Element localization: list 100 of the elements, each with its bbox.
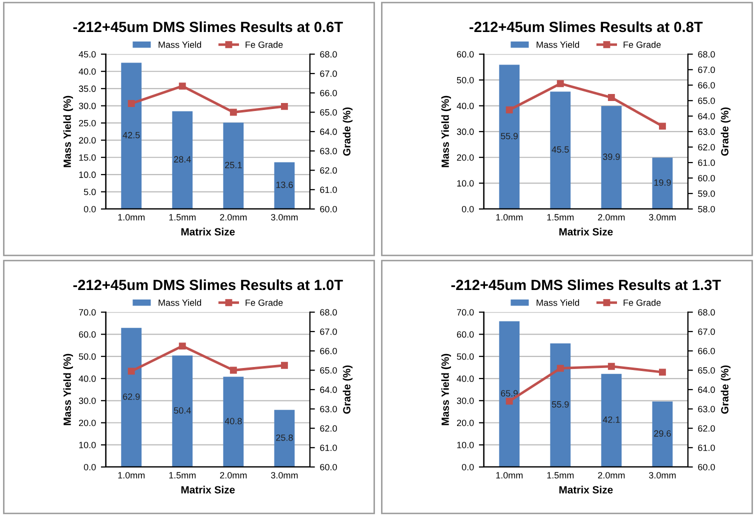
y-tick-label: 60.0 bbox=[79, 331, 96, 338]
point bbox=[128, 100, 135, 107]
point bbox=[280, 362, 288, 369]
point bbox=[658, 368, 666, 376]
bar bbox=[121, 62, 142, 209]
legend-label: Fe Grade bbox=[246, 299, 283, 306]
bar bbox=[121, 328, 142, 467]
y2-tick-label: 68.0 bbox=[320, 309, 337, 316]
y2-axis-title: Grade (%) bbox=[342, 365, 353, 414]
data-label: 28.4 bbox=[174, 156, 191, 163]
y-tick-label: 40.0 bbox=[456, 375, 474, 382]
chart-title: -212+45um Slimes Results at 0.8T bbox=[470, 21, 703, 32]
legend-label: Mass Yield bbox=[536, 41, 580, 48]
point bbox=[128, 368, 135, 375]
y-tick-label: 20.0 bbox=[79, 420, 96, 426]
x-tick-label: 1.5mm bbox=[169, 472, 196, 478]
data-label: 42.1 bbox=[602, 416, 620, 423]
x-tick-label: 2.0mm bbox=[598, 214, 625, 220]
x-tick-label: 1.0mm bbox=[118, 214, 145, 220]
y2-tick-label: 63.0 bbox=[320, 148, 337, 154]
y-tick-label: 70.0 bbox=[79, 309, 96, 316]
y-tick-label: 50.0 bbox=[456, 353, 474, 360]
y2-tick-label: 62.0 bbox=[320, 167, 337, 174]
legend-label: Mass Yield bbox=[536, 299, 580, 306]
x-tick-label: 1.5mm bbox=[547, 214, 574, 220]
x-axis-title: Matrix Size bbox=[559, 486, 613, 494]
y-tick-label: 20.0 bbox=[79, 137, 96, 144]
y-tick-label: 30.0 bbox=[456, 128, 474, 135]
point bbox=[230, 108, 237, 116]
data-label: 55.9 bbox=[500, 132, 518, 140]
bar bbox=[172, 356, 193, 467]
bar bbox=[550, 343, 571, 467]
point bbox=[658, 122, 666, 130]
x-tick-label: 1.0mm bbox=[496, 214, 523, 220]
y2-tick-label: 66.0 bbox=[698, 82, 715, 88]
y-tick-label: 50.0 bbox=[456, 76, 474, 84]
point bbox=[608, 94, 615, 101]
chart-title: -212+45um DMS Slimes Results at 1.3T bbox=[451, 279, 721, 290]
data-label: 19.9 bbox=[654, 179, 671, 186]
point bbox=[178, 82, 186, 90]
y-tick-label: 40.0 bbox=[78, 375, 96, 382]
y2-tick-label: 62.0 bbox=[698, 425, 715, 432]
y2-tick-label: 64.0 bbox=[320, 386, 337, 393]
y-tick-label: 40.0 bbox=[456, 102, 474, 110]
y-tick-label: 40.0 bbox=[78, 68, 96, 75]
y2-tick-label: 63.0 bbox=[320, 406, 337, 412]
y-tick-label: 30.0 bbox=[78, 398, 96, 404]
chart-title: -212+45um DMS Slimes Results at 0.6T bbox=[73, 21, 343, 32]
point bbox=[280, 102, 288, 110]
x-tick-label: 3.0mm bbox=[648, 214, 676, 220]
y-tick-label: 10.0 bbox=[457, 442, 474, 448]
legend-label: Fe Grade bbox=[624, 41, 661, 48]
legend-label: Mass Yield bbox=[158, 299, 202, 306]
y-tick-label: 0.0 bbox=[462, 206, 474, 212]
data-label: 25.8 bbox=[276, 434, 293, 441]
bar bbox=[550, 92, 571, 209]
y2-tick-label: 62.0 bbox=[698, 144, 715, 150]
x-tick-label: 2.0mm bbox=[598, 472, 625, 478]
data-label: 50.4 bbox=[174, 407, 191, 414]
y-tick-label: 10.0 bbox=[79, 442, 96, 448]
y2-tick-label: 68.0 bbox=[698, 309, 715, 316]
y-tick-label: 70.0 bbox=[457, 309, 474, 316]
y-tick-label: 50.0 bbox=[78, 353, 96, 360]
y2-tick-label: 61.0 bbox=[320, 444, 337, 451]
y-tick-label: 10.0 bbox=[457, 180, 474, 187]
y-tick-label: 5.0 bbox=[84, 188, 96, 196]
x-tick-label: 3.0mm bbox=[648, 472, 676, 478]
legend-label: Fe Grade bbox=[246, 41, 283, 48]
data-label: 55.9 bbox=[552, 401, 569, 408]
bar bbox=[223, 122, 244, 209]
y2-tick-label: 62.0 bbox=[320, 425, 337, 432]
y2-tick-label: 65.0 bbox=[698, 98, 715, 104]
data-label: 62.9 bbox=[123, 393, 140, 400]
y-axis-title: Mass Yield (%) bbox=[63, 96, 73, 168]
y2-tick-label: 68.0 bbox=[698, 51, 715, 58]
y2-tick-label: 60.0 bbox=[698, 464, 715, 470]
x-axis-title: Matrix Size bbox=[181, 228, 235, 236]
y2-tick-label: 61.0 bbox=[320, 186, 337, 193]
y2-tick-label: 61.0 bbox=[698, 160, 715, 166]
chart-title: -212+45um DMS Slimes Results at 1.0T bbox=[73, 279, 343, 290]
x-tick-label: 1.0mm bbox=[118, 472, 145, 478]
point bbox=[506, 398, 513, 405]
y2-tick-label: 59.0 bbox=[698, 190, 715, 197]
data-label: 39.9 bbox=[602, 154, 620, 160]
y2-tick-label: 68.0 bbox=[320, 51, 337, 58]
data-label: 42.5 bbox=[122, 132, 140, 138]
y2-tick-label: 60.0 bbox=[698, 174, 715, 182]
y-tick-label: 0.0 bbox=[462, 464, 474, 470]
x-tick-label: 3.0mm bbox=[270, 472, 298, 478]
y-tick-label: 60.0 bbox=[457, 331, 474, 338]
point bbox=[556, 80, 564, 88]
x-axis-title: Matrix Size bbox=[181, 486, 235, 494]
bar bbox=[499, 321, 520, 467]
y-tick-label: 20.0 bbox=[457, 420, 474, 426]
y-tick-label: 25.0 bbox=[79, 120, 96, 126]
y2-tick-label: 63.0 bbox=[698, 128, 715, 135]
x-tick-label: 1.0mm bbox=[496, 472, 523, 478]
y2-tick-label: 67.0 bbox=[320, 328, 337, 335]
y-axis-title: Mass Yield (%) bbox=[441, 354, 451, 426]
y2-tick-label: 64.0 bbox=[698, 386, 715, 393]
